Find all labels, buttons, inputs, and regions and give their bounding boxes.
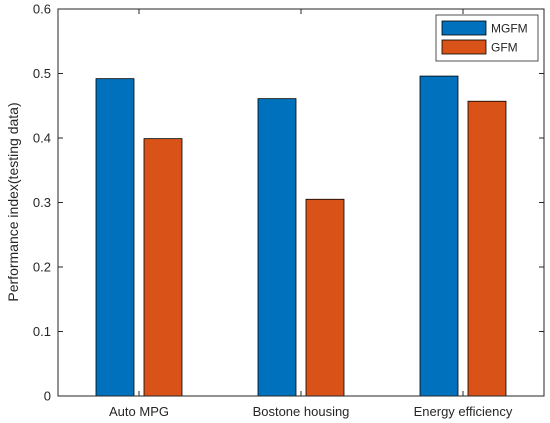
y-axis-ticks: 0 0.1 0.2 0.3 0.4 0.5 0.6 (33, 2, 544, 404)
bar-gfm-2 (467, 100, 507, 397)
x-axis-ticks: Auto MPG Bostone housing Energy efficiency (109, 9, 513, 419)
bar-gfm-0 (143, 138, 183, 397)
y-tick-label: 0.3 (33, 195, 51, 210)
x-tick-label: Energy efficiency (414, 404, 513, 419)
plot-area (58, 9, 544, 396)
bar-mgfm-1 (257, 98, 297, 397)
y-tick-label: 0.4 (33, 131, 51, 146)
bars-layer (95, 75, 507, 397)
bar-mgfm-2 (419, 75, 459, 397)
y-tick-label: 0.1 (33, 324, 51, 339)
legend-label-mgfm: MGFM (491, 22, 528, 36)
legend-swatch-mgfm (441, 20, 487, 36)
x-tick-label: Bostone housing (253, 404, 350, 419)
x-tick-label: Auto MPG (109, 404, 169, 419)
y-tick-label: 0.5 (33, 66, 51, 81)
y-tick-label: 0.2 (33, 260, 51, 275)
bar-gfm-1 (305, 198, 345, 397)
plot-frame (57, 8, 545, 397)
legend-label-gfm: GFM (491, 41, 518, 55)
y-tick-label: 0 (44, 389, 51, 404)
y-axis-label: Performance index(testing data) (5, 102, 21, 301)
y-tick-label: 0.6 (33, 2, 51, 17)
bar-mgfm-0 (95, 78, 135, 397)
legend-swatch-gfm (441, 39, 487, 55)
legend: MGFM GFM (435, 14, 539, 62)
